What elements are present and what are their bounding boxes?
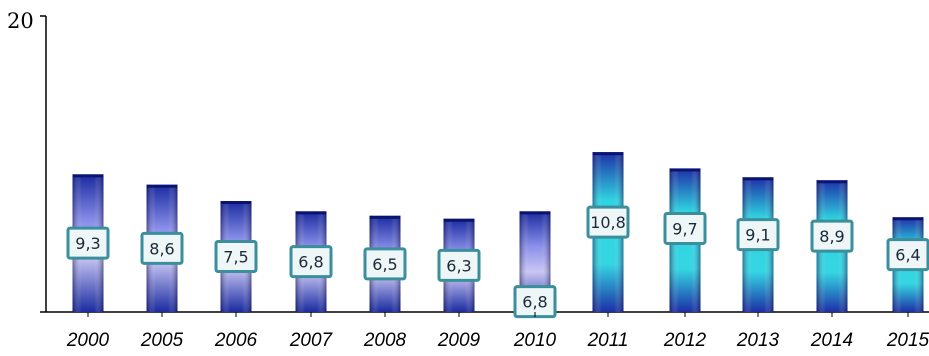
data-label-box: [214, 240, 258, 273]
x-tick-label: 2000: [66, 330, 110, 351]
x-tick-label: 2009: [437, 330, 481, 351]
data-label: 6,4: [895, 246, 920, 265]
data-label: 9,3: [75, 234, 100, 253]
data-label: 9,1: [745, 226, 770, 245]
y-tick-label: 20: [7, 9, 34, 33]
data-label: 8,6: [149, 239, 174, 258]
x-tick-label: 2006: [214, 330, 258, 351]
data-label-box: [437, 248, 481, 282]
data-label: 8,9: [819, 227, 844, 246]
x-tick-label: 2010: [513, 330, 557, 351]
x-tick-label: 2005: [140, 330, 184, 351]
x-tick-label: 2015: [886, 330, 929, 351]
data-label-box: [586, 205, 630, 239]
data-label-box: [66, 226, 110, 260]
x-tick-label: 2012: [663, 330, 707, 351]
x-tick-label: 2011: [587, 330, 629, 351]
data-label: 6,3: [446, 256, 471, 275]
data-label-box: [363, 247, 407, 281]
data-label: 6,5: [372, 255, 397, 274]
x-tick-label: 2008: [363, 330, 407, 351]
data-label-box: [810, 219, 854, 253]
x-tick-label: 2007: [289, 330, 334, 351]
data-label: 6,8: [298, 253, 323, 272]
data-label-box: [140, 231, 184, 265]
data-label-box: [663, 211, 707, 245]
data-label-box: [886, 238, 929, 272]
data-label-box: [289, 245, 333, 279]
x-tick-label: 2013: [736, 330, 780, 351]
data-label: 9,7: [672, 219, 697, 238]
x-tick-label: 2014: [810, 330, 853, 351]
data-label: 7,5: [223, 248, 248, 267]
data-label: 10,8: [590, 213, 626, 232]
data-label-box: [736, 218, 780, 252]
data-label: 6,8: [522, 293, 547, 312]
